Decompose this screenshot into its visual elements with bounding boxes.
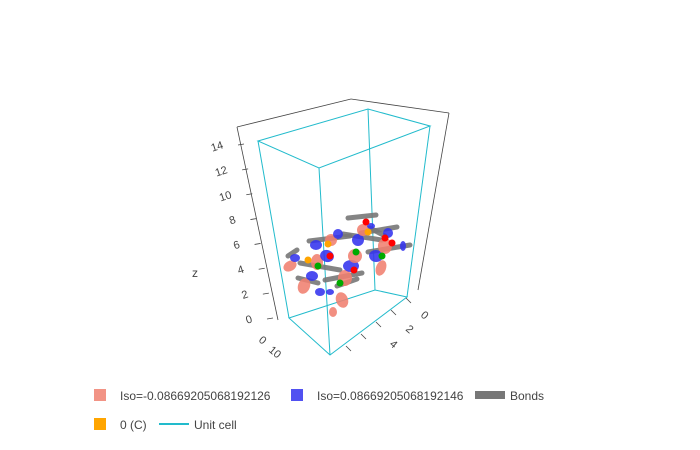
isosurface-negative-lobe: [335, 292, 349, 308]
z-tick-label: 6: [232, 239, 242, 252]
z-tick-label: 8: [228, 214, 238, 227]
legend-label: Unit cell: [194, 418, 237, 432]
legend-swatch[interactable]: [291, 389, 303, 401]
unit-cell-edge: [406, 125, 431, 298]
y-tick: [405, 297, 412, 304]
atom: [350, 266, 358, 274]
atom: [304, 256, 312, 264]
z-tick-label: 2: [240, 289, 250, 302]
atoms-layer: [304, 218, 396, 287]
isosurface-positive-lobe: [400, 241, 406, 251]
x-tick-label: 0: [256, 334, 268, 347]
z-tick-label: 4: [236, 264, 246, 277]
z-tick-label: 0: [244, 313, 254, 326]
isosurface-negative-lobe: [283, 260, 297, 272]
atom: [381, 234, 389, 242]
y-tick: [360, 333, 367, 340]
frame-edge-right: [417, 112, 450, 291]
unit-cell-edge: [257, 140, 290, 319]
frame-edge-top-right: [350, 98, 450, 114]
atom: [314, 262, 322, 270]
isosurface-positive-lobe: [315, 288, 325, 296]
isosurface-positive-lobe: [310, 240, 322, 250]
atom: [336, 279, 344, 287]
y-axis: 0 2 4: [345, 297, 430, 352]
z-tick: [237, 143, 245, 146]
unit-cell-top-face: [256, 108, 432, 169]
bond: [285, 247, 300, 259]
isosurface-negative-lobe: [378, 238, 392, 254]
y-tick: [390, 309, 397, 316]
x-tick-label: 10: [266, 344, 283, 361]
z-tick: [246, 193, 253, 196]
legend-label: 0 (C): [120, 418, 147, 432]
z-tick: [262, 292, 269, 295]
unit-cell-edge: [318, 167, 331, 356]
isosurface-positive-lobe: [326, 289, 334, 295]
isosurface-positive-lobe: [369, 249, 383, 263]
y-tick-label: 2: [403, 323, 415, 336]
atom: [388, 239, 396, 247]
frame-edge-top: [236, 98, 352, 128]
z-tick: [250, 218, 257, 220]
legend-swatch[interactable]: [94, 389, 106, 401]
scene-frame: [236, 98, 450, 321]
atom: [378, 252, 386, 260]
z-tick: [242, 168, 249, 171]
legend-label: Iso=-0.08669205068192126: [120, 389, 271, 403]
y-tick-label: 4: [387, 338, 399, 351]
z-axis: 0 2 4 6 8 10 12 14: [210, 139, 274, 327]
z-tick-label: 12: [214, 164, 229, 179]
y-tick-label: 0: [418, 309, 430, 322]
legend-swatch[interactable]: [94, 418, 106, 430]
legend-label: Iso=0.08669205068192146: [317, 389, 464, 403]
atom: [352, 248, 360, 256]
bond: [367, 225, 388, 239]
legend-label: Bonds: [510, 389, 544, 403]
z-tick-label: 10: [218, 189, 233, 204]
atom: [362, 218, 370, 226]
z-tick: [258, 267, 265, 270]
y-tick: [345, 345, 352, 352]
isosurface-negative-lobe: [375, 260, 387, 276]
isosurface-positive-lobe: [306, 271, 318, 281]
z-tick: [266, 317, 274, 320]
z-tick: [254, 243, 261, 245]
atom: [324, 240, 332, 248]
legend-swatch[interactable]: [475, 391, 505, 399]
isosurface-positive-lobe: [367, 223, 375, 229]
isosurface-positive-lobe: [352, 234, 364, 246]
atom: [326, 252, 334, 260]
molecule: [283, 212, 413, 317]
z-axis-title: z: [192, 266, 198, 280]
x-axis: 0 10: [256, 334, 283, 361]
unit-cell-edge: [367, 108, 376, 291]
z-tick-label: 14: [210, 139, 225, 154]
isosurface-positive-lobe: [333, 229, 343, 239]
atom: [364, 228, 372, 236]
isosurface-positive-lobe: [290, 254, 300, 262]
isosurface-negative-lobe: [297, 278, 311, 294]
legend: Iso=-0.08669205068192126 Iso=0.0866920506…: [94, 389, 544, 432]
y-tick: [375, 321, 382, 328]
bond: [345, 212, 379, 221]
frame-edge-left: [236, 126, 279, 321]
isosurface-negative-lobe: [329, 307, 337, 317]
